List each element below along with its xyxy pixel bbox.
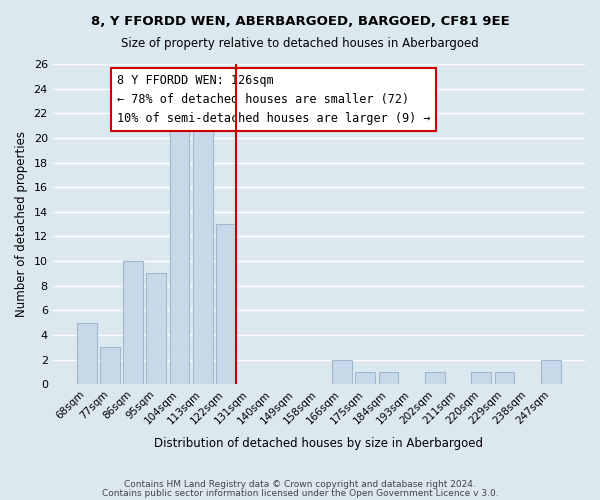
Bar: [332, 360, 352, 384]
Text: Contains HM Land Registry data © Crown copyright and database right 2024.: Contains HM Land Registry data © Crown c…: [124, 480, 476, 489]
Bar: [355, 372, 375, 384]
Bar: [146, 274, 166, 384]
Bar: [216, 224, 236, 384]
Bar: [379, 372, 398, 384]
Bar: [472, 372, 491, 384]
Text: Contains public sector information licensed under the Open Government Licence v : Contains public sector information licen…: [101, 488, 499, 498]
X-axis label: Distribution of detached houses by size in Aberbargoed: Distribution of detached houses by size …: [154, 437, 484, 450]
Bar: [425, 372, 445, 384]
Bar: [193, 114, 212, 384]
Y-axis label: Number of detached properties: Number of detached properties: [15, 131, 28, 317]
Bar: [123, 261, 143, 384]
Text: 8, Y FFORDD WEN, ABERBARGOED, BARGOED, CF81 9EE: 8, Y FFORDD WEN, ABERBARGOED, BARGOED, C…: [91, 15, 509, 28]
Text: 8 Y FFORDD WEN: 126sqm
← 78% of detached houses are smaller (72)
10% of semi-det: 8 Y FFORDD WEN: 126sqm ← 78% of detached…: [116, 74, 430, 124]
Bar: [494, 372, 514, 384]
Bar: [170, 114, 190, 384]
Bar: [77, 322, 97, 384]
Bar: [541, 360, 561, 384]
Text: Size of property relative to detached houses in Aberbargoed: Size of property relative to detached ho…: [121, 38, 479, 51]
Bar: [100, 347, 120, 384]
